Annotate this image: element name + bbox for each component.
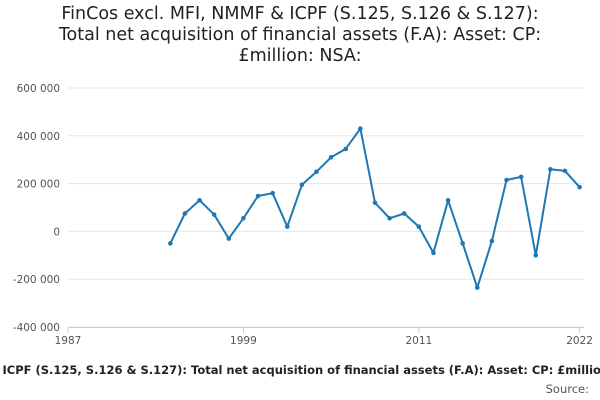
data-point[interactable] <box>387 215 392 221</box>
data-point[interactable] <box>533 253 539 258</box>
data-point[interactable] <box>182 211 188 216</box>
data-point[interactable] <box>255 193 261 199</box>
data-point[interactable] <box>168 241 173 246</box>
y-tick-label: 0 <box>53 226 60 238</box>
data-point[interactable] <box>284 224 290 229</box>
source-label: Source: <box>546 382 589 396</box>
data-point[interactable] <box>518 174 524 180</box>
y-tick-label: 400 000 <box>17 131 60 143</box>
data-point[interactable] <box>562 168 568 174</box>
y-tick-label: 600 000 <box>17 83 60 95</box>
x-tick-label: 2022 <box>566 335 593 347</box>
data-point[interactable] <box>504 177 509 183</box>
y-axis: -400 000 -200 000 0 200 000 400 000 600 000 <box>13 83 60 334</box>
data-point[interactable] <box>197 198 202 203</box>
data-point[interactable] <box>460 241 465 246</box>
x-axis: 1987 1999 2011 2022 <box>55 327 593 347</box>
y-tick-label: 200 000 <box>17 179 60 191</box>
data-point[interactable] <box>270 190 275 196</box>
data-point[interactable] <box>416 224 422 229</box>
data-point[interactable] <box>343 146 349 152</box>
data-point[interactable] <box>548 166 553 172</box>
data-point[interactable] <box>431 250 436 256</box>
series-group <box>168 126 582 290</box>
data-point[interactable] <box>211 212 217 217</box>
data-point[interactable] <box>445 198 451 203</box>
series-line <box>169 127 581 289</box>
data-point[interactable] <box>299 182 305 188</box>
data-point[interactable] <box>489 238 495 244</box>
chart-title: FinCos excl. MFI, NMMF & ICPF (S.125, S.… <box>0 4 600 67</box>
data-point[interactable] <box>328 155 334 160</box>
chart-title-line-3: £million: NSA: <box>238 46 362 66</box>
legend-label: FinCos excl. MFI, NMMF & ICPF (S.125, S.… <box>0 363 600 377</box>
x-tick-label: 1999 <box>230 335 257 347</box>
data-point[interactable] <box>358 126 363 131</box>
data-point[interactable] <box>577 184 582 190</box>
y-tick-label: -200 000 <box>13 274 60 286</box>
data-point[interactable] <box>474 285 480 290</box>
grid-lines <box>68 87 584 328</box>
data-point[interactable] <box>241 215 246 221</box>
x-tick-label: 2011 <box>405 335 432 347</box>
chart-title-line-1: FinCos excl. MFI, NMMF & ICPF (S.125, S.… <box>61 4 539 24</box>
data-point[interactable] <box>226 236 232 241</box>
data-point[interactable] <box>314 169 319 174</box>
y-tick-label: -400 000 <box>13 322 60 334</box>
data-point[interactable] <box>401 211 407 216</box>
data-point[interactable] <box>372 200 378 206</box>
chart-title-line-2: Total net acquisition of financial asset… <box>58 25 542 45</box>
x-tick-label: 1987 <box>55 335 82 347</box>
